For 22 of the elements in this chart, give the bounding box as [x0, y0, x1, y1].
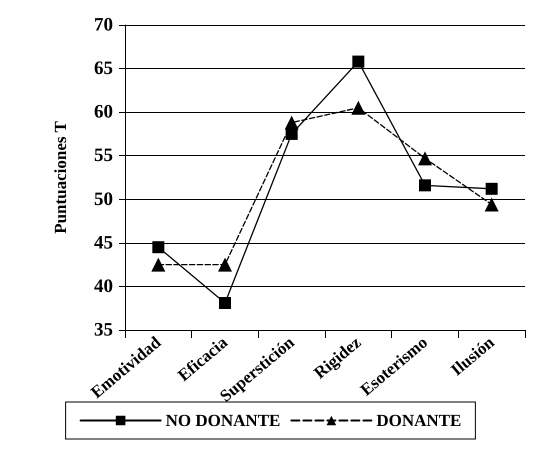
legend-label: NO DONANTE: [166, 411, 280, 430]
y-tick-label: 45: [94, 232, 113, 254]
y-tick-label: 40: [94, 276, 113, 297]
y-tick-label: 65: [94, 58, 113, 80]
y-tick-label: 55: [94, 145, 113, 166]
point: [419, 179, 431, 192]
point: [486, 182, 498, 195]
point: [219, 296, 231, 309]
point: [284, 116, 299, 130]
point: [352, 56, 364, 68]
point: [218, 258, 232, 272]
point: [152, 241, 164, 254]
y-tick-label: 50: [94, 188, 113, 210]
point: [418, 151, 432, 166]
y-tick-label: 35: [94, 320, 113, 340]
y-tick-label: 70: [94, 14, 113, 36]
y-axis-title: Puntuaciones T: [51, 120, 70, 234]
point: [151, 258, 166, 272]
legend-label: DONANTE: [376, 411, 462, 430]
point: [351, 100, 366, 115]
point: [484, 198, 499, 212]
y-tick-label: 60: [94, 102, 113, 123]
